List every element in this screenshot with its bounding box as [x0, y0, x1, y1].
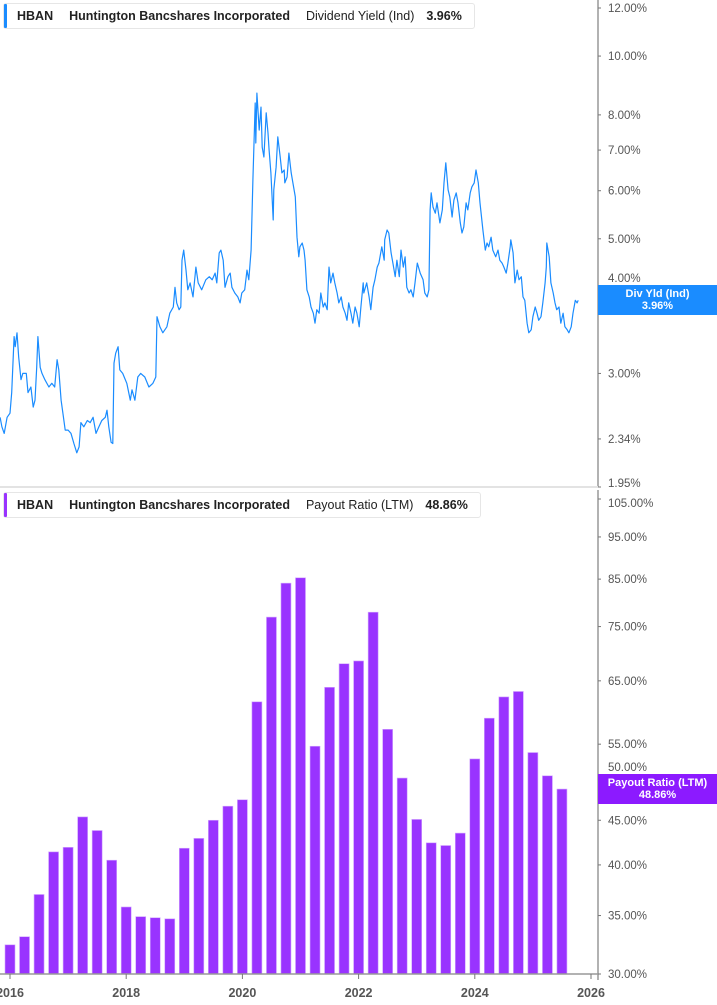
y-tick-label: 2.34% — [608, 434, 641, 446]
callout-value: 48.86% — [638, 789, 677, 801]
y-tick-label: 65.00% — [608, 676, 647, 688]
y-tick-label: 3.00% — [608, 368, 641, 380]
payout-bar — [48, 851, 59, 975]
payout-bar — [396, 777, 408, 975]
payout-bar — [149, 917, 161, 975]
y-tick-label: 12.00% — [608, 3, 647, 15]
callout-value: 3.96% — [641, 300, 674, 312]
payout-bar — [280, 582, 292, 975]
payout-ratio-legend: HBAN Huntington Bancshares Incorporated … — [3, 492, 481, 518]
payout-bar — [120, 906, 132, 975]
payout-bar — [135, 916, 147, 975]
payout-bar — [411, 819, 423, 975]
payout-bar — [222, 805, 234, 975]
payout-bar — [513, 691, 524, 975]
y-tick-label: 55.00% — [608, 739, 647, 751]
legend-value: 48.86% — [425, 498, 468, 512]
y-tick-label: 85.00% — [608, 574, 647, 586]
payout-bar — [266, 616, 277, 975]
y-tick-label: 50.00% — [608, 762, 647, 774]
payout-bar — [179, 847, 190, 975]
callout-label: Div Yld (Ind) — [625, 288, 690, 300]
payout-bar — [62, 847, 74, 975]
y-tick-label: 6.00% — [608, 186, 641, 198]
legend-company: Huntington Bancshares Incorporated — [69, 9, 290, 23]
payout-bar — [542, 775, 553, 975]
x-tick-label: 2016 — [0, 986, 24, 1000]
payout-bar — [91, 830, 103, 975]
payout-ratio-panel: 105.00% 95.00% 85.00% 75.00% 65.00% 55.00% 50.… — [0, 490, 653, 1000]
y-tick-label: 7.00% — [608, 145, 641, 157]
payout-bar — [454, 832, 466, 975]
payout-bar — [338, 663, 350, 975]
payout-bar — [527, 752, 539, 975]
payout-bar — [425, 842, 437, 975]
dividend-yield-line — [0, 92, 579, 454]
y-tick-label: 75.00% — [608, 622, 647, 634]
yield-last-value-callout: Div Yld (Ind) 3.96% — [598, 285, 717, 315]
payout-bar — [77, 816, 88, 975]
x-tick-label: 2022 — [345, 986, 373, 1000]
payout-bar — [367, 611, 379, 975]
legend-metric: Payout Ratio (LTM) — [305, 498, 414, 512]
payout-bar — [498, 696, 510, 975]
y-tick-label: 10.00% — [608, 51, 647, 63]
legend-marker-yield — [4, 4, 7, 28]
y-tick-label: 1.95% — [608, 478, 641, 490]
payout-bar — [33, 894, 45, 975]
dividend-yield-legend: HBAN Huntington Bancshares Incorporated … — [3, 3, 475, 29]
legend-metric: Dividend Yield (Ind) — [305, 9, 415, 23]
dividend-yield-panel: 12.00% 10.00% 8.00% 7.00% 6.00% 5.00% 4.00% 3.0… — [0, 0, 647, 490]
payout-bar — [208, 819, 219, 975]
legend-value: 3.96% — [426, 9, 462, 23]
y-tick-label: 35.00% — [608, 911, 647, 923]
payout-bar — [469, 758, 481, 975]
y-tick-label: 8.00% — [608, 110, 641, 122]
payout-bar — [382, 729, 393, 975]
payout-bar — [19, 936, 30, 975]
y-tick-label: 95.00% — [608, 532, 647, 544]
legend-ticker: HBAN — [17, 9, 54, 23]
x-tick-label: 2024 — [461, 986, 489, 1000]
payout-bar — [353, 660, 364, 975]
payout-bar — [295, 577, 306, 975]
legend-company: Huntington Bancshares Incorporated — [69, 498, 290, 512]
y-tick-label: 45.00% — [608, 815, 647, 827]
payout-bar — [484, 717, 495, 975]
y-tick-label: 4.00% — [608, 273, 641, 285]
legend-marker-payout — [4, 493, 7, 517]
x-tick-label: 2026 — [577, 986, 605, 1000]
payout-bar — [4, 944, 16, 975]
payout-bar — [193, 838, 205, 975]
x-tick-label: 2020 — [228, 986, 256, 1000]
payout-bar — [251, 701, 263, 975]
payout-bar — [106, 859, 117, 975]
callout-label: Payout Ratio (LTM) — [607, 777, 708, 789]
payout-last-value-callout: Payout Ratio (LTM) 48.86% — [598, 774, 717, 804]
payout-bar — [440, 845, 452, 975]
payout-bar — [164, 918, 176, 975]
y-tick-label: 5.00% — [608, 234, 641, 246]
y-tick-label: 105.00% — [608, 498, 653, 510]
y-tick-label: 30.00% — [608, 969, 647, 981]
x-tick-label: 2018 — [112, 986, 140, 1000]
y-tick-label: 40.00% — [608, 860, 647, 872]
legend-ticker: HBAN — [17, 498, 54, 512]
payout-bar — [324, 687, 335, 975]
payout-bar — [556, 788, 568, 975]
payout-bar — [237, 799, 248, 975]
payout-bar — [309, 745, 321, 975]
